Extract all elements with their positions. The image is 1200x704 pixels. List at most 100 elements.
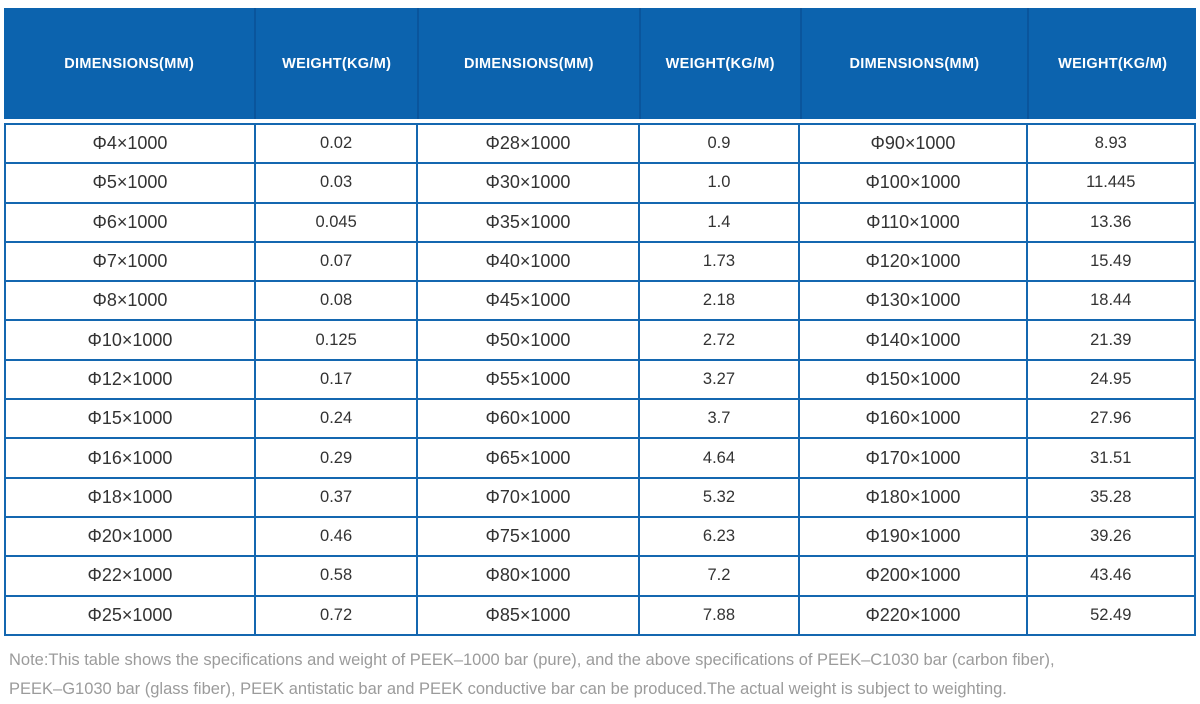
table-row: Φ5×10000.03Φ30×10001.0Φ100×100011.445 <box>5 163 1195 202</box>
dimension-cell: Φ85×1000 <box>417 596 638 635</box>
weight-cell: 11.445 <box>1027 163 1195 202</box>
dimension-cell: Φ25×1000 <box>5 596 255 635</box>
table-row: Φ12×10000.17Φ55×10003.27Φ150×100024.95 <box>5 360 1195 399</box>
weight-cell: 3.27 <box>639 360 800 399</box>
note-line-1: Note:This table shows the specifications… <box>9 651 1055 669</box>
weight-cell: 0.08 <box>255 281 417 320</box>
dimension-cell: Φ4×1000 <box>5 124 255 163</box>
dimension-cell: Φ80×1000 <box>417 556 638 595</box>
column-header: DIMENSIONS(MM) <box>4 8 254 119</box>
table-row: Φ16×10000.29Φ65×10004.64Φ170×100031.51 <box>5 438 1195 477</box>
spec-table-header: DIMENSIONS(MM)WEIGHT(KG/M)DIMENSIONS(MM)… <box>4 8 1196 119</box>
table-note: Note:This table shows the specifications… <box>4 636 1196 704</box>
weight-cell: 13.36 <box>1027 203 1195 242</box>
weight-cell: 3.7 <box>639 399 800 438</box>
dimension-cell: Φ45×1000 <box>417 281 638 320</box>
table-row: Φ8×10000.08Φ45×10002.18Φ130×100018.44 <box>5 281 1195 320</box>
weight-cell: 24.95 <box>1027 360 1195 399</box>
weight-cell: 7.2 <box>639 556 800 595</box>
weight-cell: 6.23 <box>639 517 800 556</box>
dimension-cell: Φ28×1000 <box>417 124 638 163</box>
dimension-cell: Φ180×1000 <box>799 478 1026 517</box>
note-line-2: PEEK–G1030 bar (glass fiber), PEEK antis… <box>9 680 1007 698</box>
dimension-cell: Φ120×1000 <box>799 242 1026 281</box>
spec-table-body: Φ4×10000.02Φ28×10000.9Φ90×10008.93Φ5×100… <box>4 123 1196 636</box>
table-row: Φ7×10000.07Φ40×10001.73Φ120×100015.49 <box>5 242 1195 281</box>
weight-cell: 15.49 <box>1027 242 1195 281</box>
weight-cell: 0.24 <box>255 399 417 438</box>
dimension-cell: Φ75×1000 <box>417 517 638 556</box>
weight-cell: 1.4 <box>639 203 800 242</box>
table-row: Φ4×10000.02Φ28×10000.9Φ90×10008.93 <box>5 124 1195 163</box>
weight-cell: 52.49 <box>1027 596 1195 635</box>
dimension-cell: Φ50×1000 <box>417 320 638 359</box>
column-header: WEIGHT(KG/M) <box>639 8 800 119</box>
peek-bar-weight-spec-page: DIMENSIONS(MM)WEIGHT(KG/M)DIMENSIONS(MM)… <box>0 0 1200 704</box>
table-row: Φ20×10000.46Φ75×10006.23Φ190×100039.26 <box>5 517 1195 556</box>
dimension-cell: Φ110×1000 <box>799 203 1026 242</box>
weight-cell: 35.28 <box>1027 478 1195 517</box>
weight-cell: 0.07 <box>255 242 417 281</box>
dimension-cell: Φ55×1000 <box>417 360 638 399</box>
weight-cell: 27.96 <box>1027 399 1195 438</box>
weight-cell: 0.045 <box>255 203 417 242</box>
weight-cell: 1.0 <box>639 163 800 202</box>
weight-cell: 2.18 <box>639 281 800 320</box>
dimension-cell: Φ18×1000 <box>5 478 255 517</box>
dimension-cell: Φ7×1000 <box>5 242 255 281</box>
dimension-cell: Φ140×1000 <box>799 320 1026 359</box>
table-row: Φ6×10000.045Φ35×10001.4Φ110×100013.36 <box>5 203 1195 242</box>
dimension-cell: Φ5×1000 <box>5 163 255 202</box>
dimension-cell: Φ10×1000 <box>5 320 255 359</box>
table-row: Φ25×10000.72Φ85×10007.88Φ220×100052.49 <box>5 596 1195 635</box>
dimension-cell: Φ90×1000 <box>799 124 1026 163</box>
weight-cell: 7.88 <box>639 596 800 635</box>
weight-cell: 0.58 <box>255 556 417 595</box>
weight-cell: 5.32 <box>639 478 800 517</box>
weight-cell: 0.37 <box>255 478 417 517</box>
dimension-cell: Φ200×1000 <box>799 556 1026 595</box>
weight-cell: 0.03 <box>255 163 417 202</box>
table-row: Φ10×10000.125Φ50×10002.72Φ140×100021.39 <box>5 320 1195 359</box>
dimension-cell: Φ8×1000 <box>5 281 255 320</box>
weight-cell: 0.72 <box>255 596 417 635</box>
weight-cell: 1.73 <box>639 242 800 281</box>
dimension-cell: Φ190×1000 <box>799 517 1026 556</box>
weight-cell: 43.46 <box>1027 556 1195 595</box>
weight-cell: 39.26 <box>1027 517 1195 556</box>
dimension-cell: Φ16×1000 <box>5 438 255 477</box>
dimension-cell: Φ35×1000 <box>417 203 638 242</box>
weight-cell: 8.93 <box>1027 124 1195 163</box>
dimension-cell: Φ70×1000 <box>417 478 638 517</box>
weight-cell: 21.39 <box>1027 320 1195 359</box>
dimension-cell: Φ65×1000 <box>417 438 638 477</box>
column-header: WEIGHT(KG/M) <box>1027 8 1196 119</box>
weight-cell: 0.02 <box>255 124 417 163</box>
column-header: DIMENSIONS(MM) <box>417 8 639 119</box>
weight-cell: 31.51 <box>1027 438 1195 477</box>
weight-cell: 0.9 <box>639 124 800 163</box>
dimension-cell: Φ12×1000 <box>5 360 255 399</box>
weight-cell: 18.44 <box>1027 281 1195 320</box>
weight-cell: 0.17 <box>255 360 417 399</box>
dimension-cell: Φ22×1000 <box>5 556 255 595</box>
dimension-cell: Φ15×1000 <box>5 399 255 438</box>
dimension-cell: Φ60×1000 <box>417 399 638 438</box>
dimension-cell: Φ100×1000 <box>799 163 1026 202</box>
weight-cell: 0.46 <box>255 517 417 556</box>
table-row: Φ18×10000.37Φ70×10005.32Φ180×100035.28 <box>5 478 1195 517</box>
dimension-cell: Φ220×1000 <box>799 596 1026 635</box>
dimension-cell: Φ160×1000 <box>799 399 1026 438</box>
weight-cell: 4.64 <box>639 438 800 477</box>
table-row: Φ15×10000.24Φ60×10003.7Φ160×100027.96 <box>5 399 1195 438</box>
weight-cell: 0.125 <box>255 320 417 359</box>
table-row: Φ22×10000.58Φ80×10007.2Φ200×100043.46 <box>5 556 1195 595</box>
dimension-cell: Φ130×1000 <box>799 281 1026 320</box>
dimension-cell: Φ30×1000 <box>417 163 638 202</box>
weight-cell: 0.29 <box>255 438 417 477</box>
dimension-cell: Φ170×1000 <box>799 438 1026 477</box>
dimension-cell: Φ6×1000 <box>5 203 255 242</box>
dimension-cell: Φ40×1000 <box>417 242 638 281</box>
dimension-cell: Φ150×1000 <box>799 360 1026 399</box>
weight-cell: 2.72 <box>639 320 800 359</box>
